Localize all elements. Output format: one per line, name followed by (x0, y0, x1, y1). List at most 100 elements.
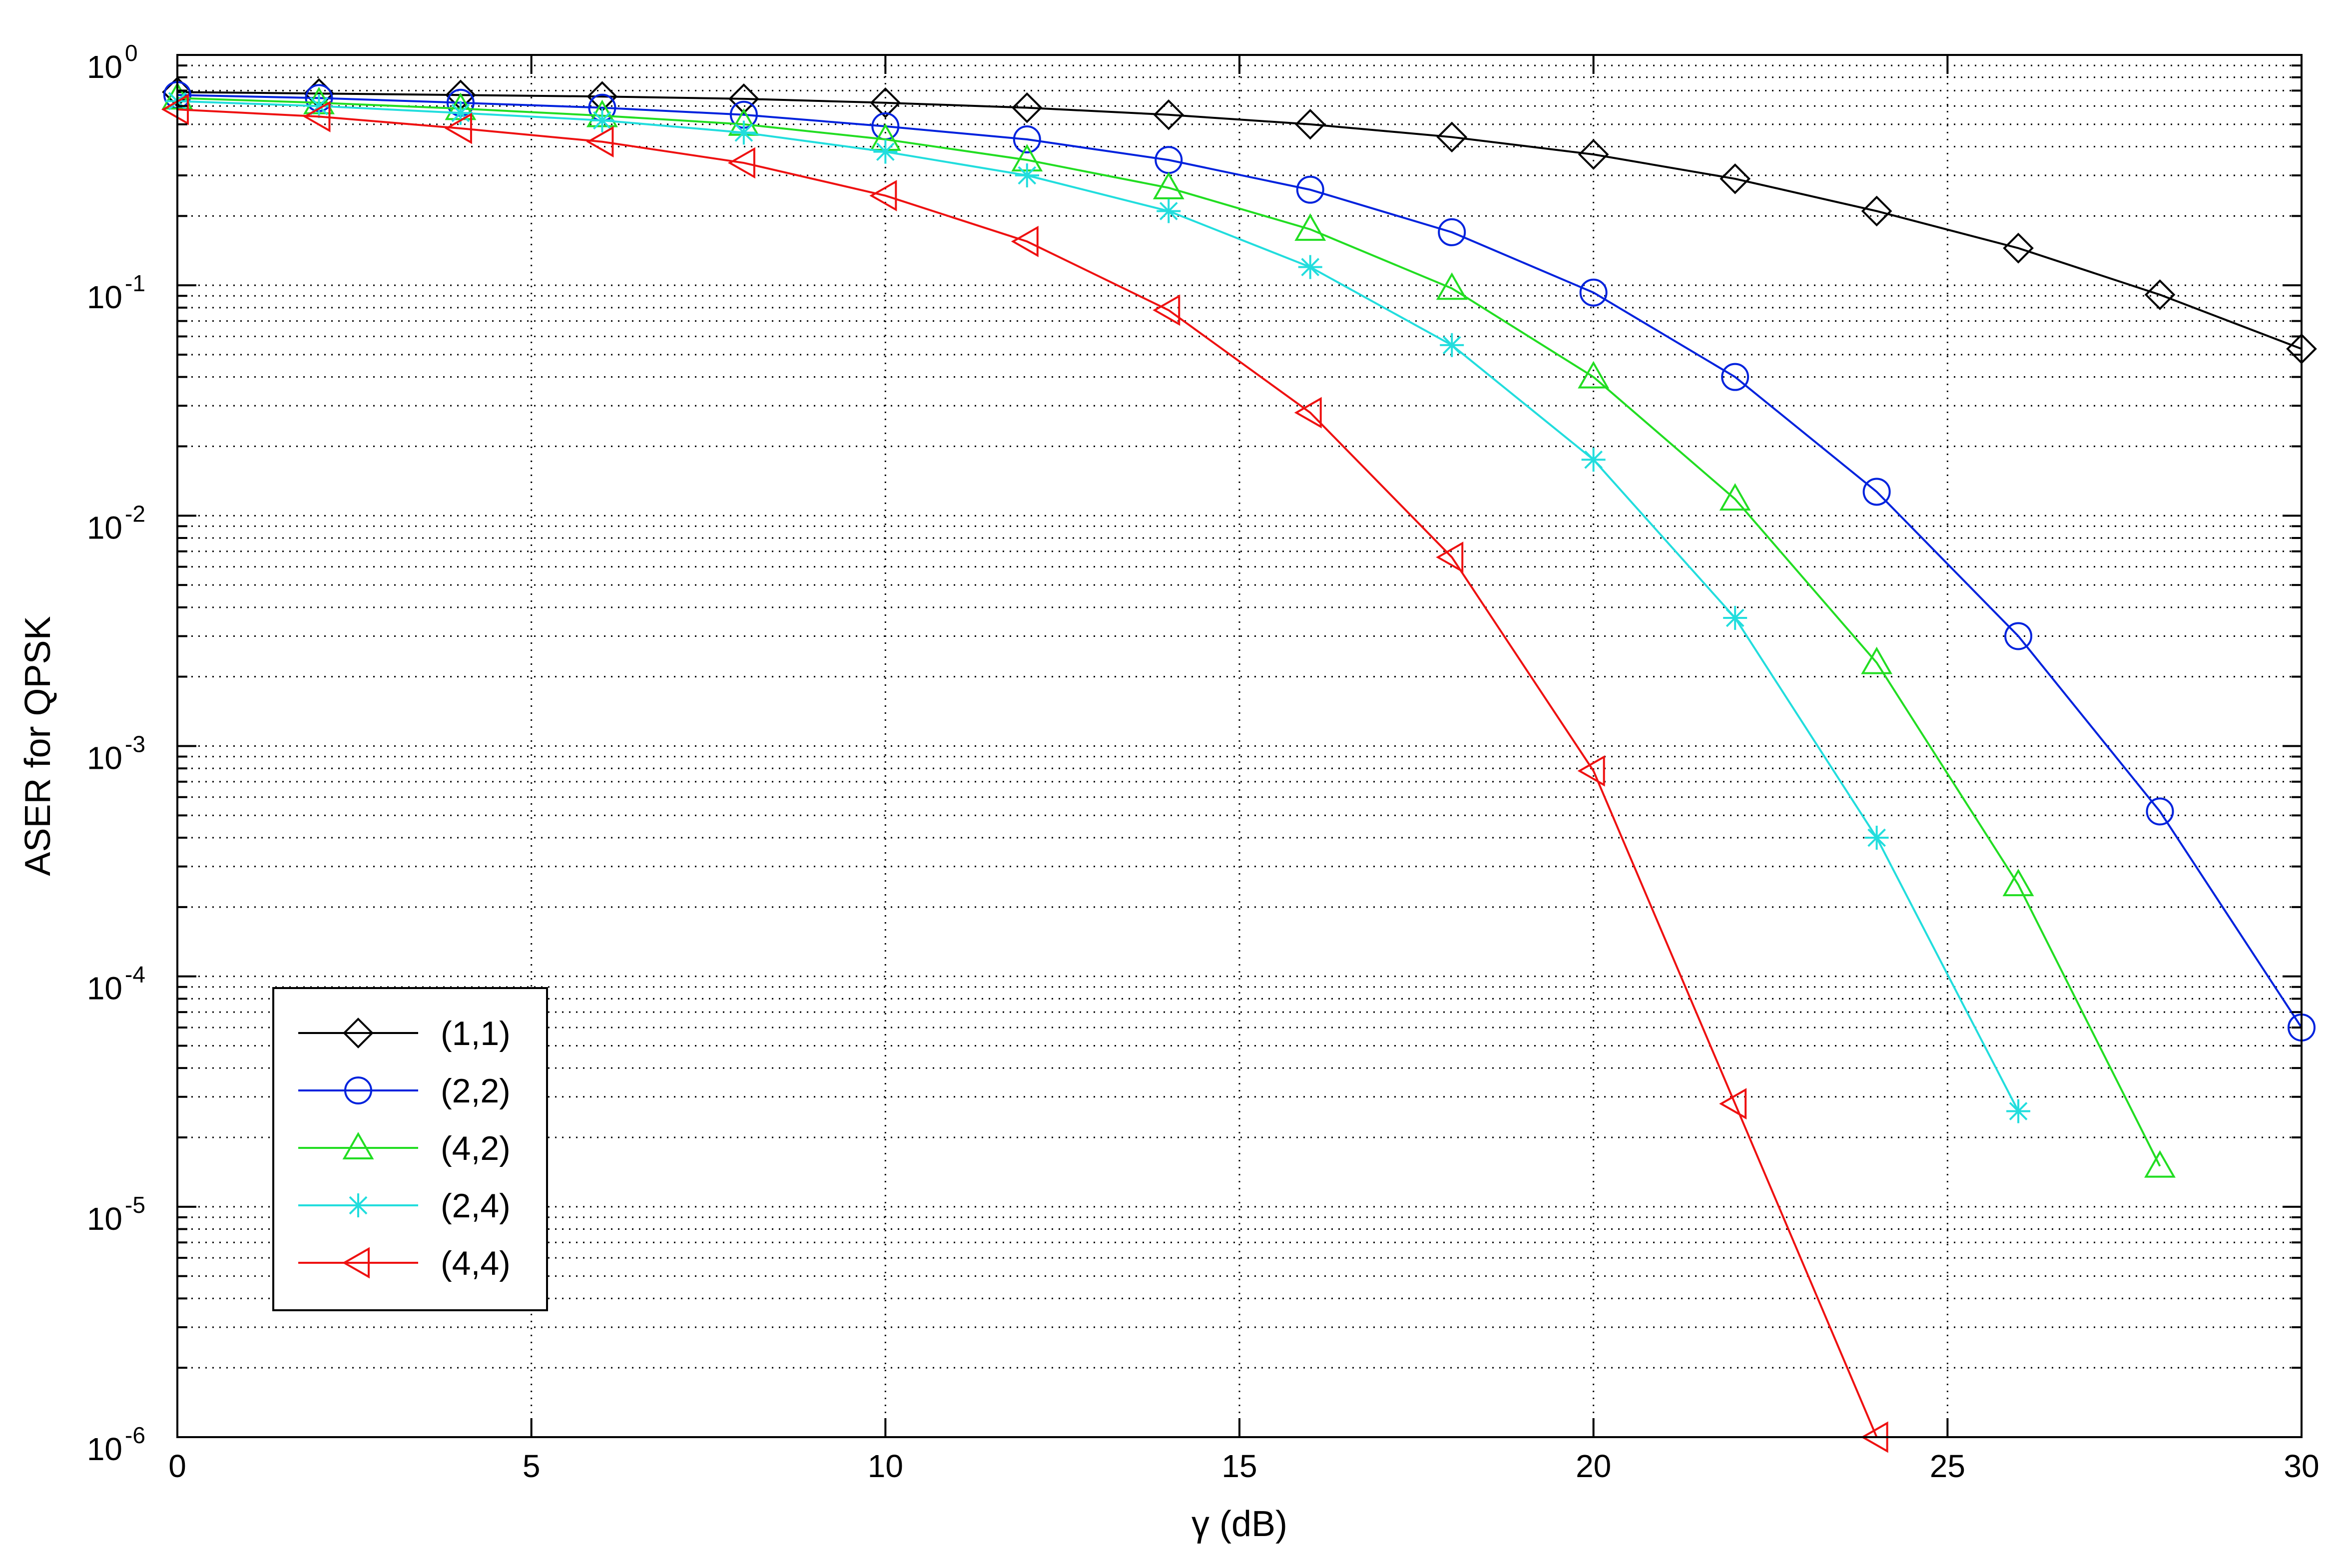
x-tick-label: 20 (1576, 1448, 1611, 1484)
x-tick-labels: 0 5 10 15 20 25 30 (168, 1448, 2319, 1484)
y-tick-label-exponent: 0 (125, 40, 138, 66)
data-point-2-2 (2146, 797, 2174, 826)
data-point-4-4 (444, 112, 472, 144)
data-point-2-2 (1721, 363, 1750, 391)
legend-marker-1-1 (343, 1018, 374, 1048)
data-point-2-4-stroke (1442, 336, 1461, 355)
y-tick-label: 10 -1 (87, 270, 145, 315)
data-point-2-4 (1581, 448, 1606, 472)
series-line-4-4 (177, 108, 1878, 1438)
data-point-1-1 (728, 83, 759, 114)
x-tick-label: 30 (2284, 1448, 2319, 1484)
data-point-1-1 (1861, 195, 1892, 227)
y-tick-label-exponent: -3 (125, 731, 145, 757)
y-tick-label-base: 10 (87, 1431, 122, 1467)
data-point-1-1 (1720, 163, 1751, 194)
data-point-2-4 (1723, 605, 1748, 630)
series-line-2-4 (177, 100, 2019, 1112)
legend-label-1-1: (1,1) (441, 1015, 511, 1052)
legend-marker-2-4-stroke (349, 1196, 368, 1215)
series-layer (161, 76, 2317, 1453)
data-point-4-4 (1577, 755, 1605, 787)
y-tick-label-base: 10 (87, 971, 122, 1007)
y-tick-label: 10 0 (87, 40, 138, 85)
data-point-2-4-stroke (1584, 450, 1603, 469)
legend-label-4-4: (4,4) (441, 1244, 511, 1282)
series-line-1-1 (177, 91, 2302, 350)
legend-entry-2-4: (2,4) (298, 1187, 511, 1225)
data-point-1-1 (1436, 121, 1468, 153)
data-point-4-4 (161, 93, 189, 125)
data-point-4-2 (1294, 213, 1326, 241)
data-point-2-4-stroke (1867, 828, 1886, 847)
data-point-2-4 (2006, 1099, 2031, 1123)
y-tick-label-base: 10 (87, 1201, 122, 1237)
y-tick-label-exponent: -6 (125, 1422, 145, 1448)
data-point-2-2 (1296, 175, 1324, 204)
y-tick-label: 10 -5 (87, 1192, 145, 1237)
ticks (176, 54, 2303, 1438)
legend-entry-2-2: (2,2) (298, 1072, 511, 1110)
data-point-4-4 (1294, 397, 1322, 429)
data-point-1-1 (870, 87, 901, 118)
data-point-1-1 (1578, 139, 1609, 170)
y-tick-label-base: 10 (87, 510, 122, 545)
data-point-4-2 (1578, 361, 1610, 389)
series-1-1 (162, 76, 2317, 365)
x-tick-label: 5 (523, 1448, 541, 1484)
data-point-2-4-stroke (734, 123, 753, 142)
series-line-2-2 (177, 94, 2303, 1029)
data-point-2-4-stroke (1159, 202, 1178, 220)
data-point-4-4 (869, 180, 897, 212)
data-point-4-4 (1436, 541, 1464, 573)
data-point-1-1 (1294, 108, 1326, 140)
data-point-4-4 (1011, 225, 1039, 257)
legend-entry-4-2: (4,2) (298, 1129, 511, 1167)
data-point-4-2 (1861, 646, 1893, 674)
data-point-4-2 (2002, 869, 2034, 897)
legend-marker-4-2 (342, 1131, 374, 1159)
x-tick-label: 10 (868, 1448, 903, 1484)
data-point-2-4 (1298, 255, 1322, 279)
data-point-4-2 (1719, 483, 1751, 511)
y-tick-label-exponent: -2 (125, 501, 145, 526)
legend-box (272, 987, 548, 1311)
data-point-4-2 (2144, 1150, 2176, 1178)
data-point-1-1 (2003, 232, 2034, 264)
data-point-4-4 (727, 147, 755, 179)
data-point-2-2 (1579, 278, 1608, 307)
data-point-2-4-stroke (1018, 166, 1037, 185)
y-tick-label: 10 -3 (87, 731, 145, 776)
legend-entry-4-4: (4,4) (298, 1244, 511, 1282)
data-point-2-4 (1015, 163, 1039, 188)
y-tick-label-exponent: -4 (125, 962, 145, 988)
y-tick-label-base: 10 (87, 740, 122, 776)
series-line-4-2 (177, 97, 2161, 1167)
data-point-2-4-stroke (451, 103, 470, 122)
data-point-2-4 (873, 139, 898, 164)
data-point-4-2 (1436, 272, 1468, 300)
y-tick-label-exponent: -1 (125, 270, 145, 296)
data-point-2-4 (1440, 333, 1464, 357)
legend-marker-2-4 (346, 1193, 370, 1217)
data-point-2-4-stroke (2009, 1102, 2028, 1120)
legend-label-2-4: (2,4) (441, 1187, 511, 1225)
legend-marker-2-2 (344, 1076, 372, 1104)
data-point-4-4 (1153, 294, 1180, 326)
legend-marker-4-4 (342, 1247, 370, 1279)
data-point-2-4 (1157, 199, 1181, 223)
legend-label-2-2: (2,2) (441, 1072, 511, 1110)
data-point-2-2 (2004, 622, 2033, 650)
x-tick-label: 15 (1221, 1448, 1257, 1484)
y-tick-label-base: 10 (87, 279, 122, 315)
data-point-2-4-stroke (1726, 608, 1745, 627)
legend: (1,1) (2,2) (4,2) (2,4) (4,4) (272, 987, 548, 1311)
data-point-2-4 (1864, 826, 1889, 850)
x-tick-label: 25 (1930, 1448, 1965, 1484)
y-tick-label: 10 -2 (87, 501, 145, 545)
data-point-2-4 (590, 108, 614, 132)
data-point-4-4 (586, 126, 614, 158)
